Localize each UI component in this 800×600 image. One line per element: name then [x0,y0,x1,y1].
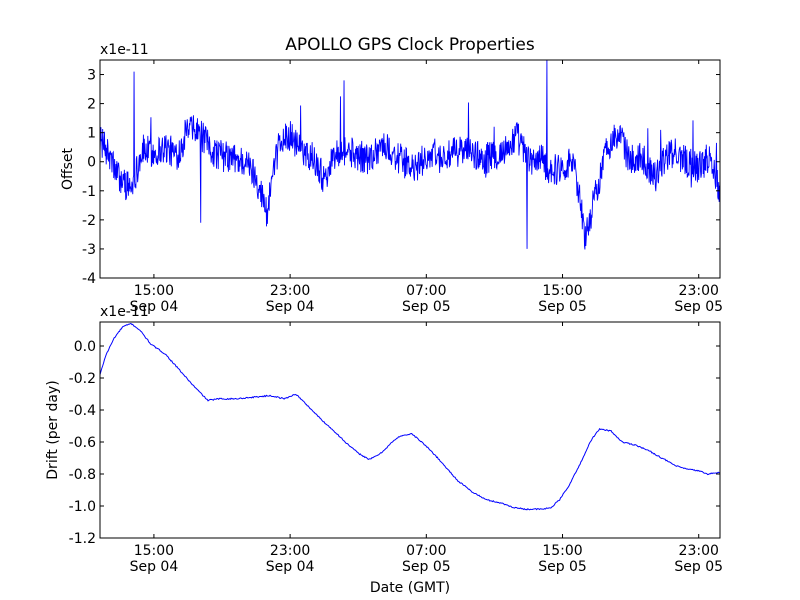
y-axis-title: Offset [60,147,76,190]
y-tick-label: 0 [87,155,96,171]
x-tick-label-time: 23:00 [679,543,719,559]
x-tick-label-date: Sep 05 [674,559,723,575]
x-tick-label-time: 15:00 [134,283,174,299]
y-offset-text: x1e-11 [100,304,149,320]
x-tick-label-date: Sep 05 [402,559,451,575]
y-tick-label: -1 [82,184,96,200]
y-tick-label: -0.8 [69,467,96,483]
plot-area [100,322,720,538]
x-tick-label-date: Sep 04 [130,299,179,315]
y-tick-label: 1 [87,126,96,142]
plot-frame [99,59,721,279]
y-tick-label: 2 [87,97,96,113]
x-tick-label-date: Sep 05 [538,559,587,575]
y-tick-label: -0.2 [69,371,96,387]
x-tick-label-time: 23:00 [270,283,310,299]
y-offset-text: x1e-11 [100,42,149,58]
x-tick-label-date: Sep 05 [674,299,723,315]
x-tick-label-time: 23:00 [679,283,719,299]
y-tick-label: -1.2 [69,531,96,547]
x-tick-label-time: 07:00 [406,543,446,559]
drift-series-line [100,323,720,511]
offset-series-line [100,60,720,250]
x-tick-label-time: 15:00 [542,283,582,299]
y-tick-label: -0.4 [69,403,96,419]
y-tick-label: -3 [82,242,96,258]
x-tick-label-time: 07:00 [406,283,446,299]
y-tick-label: 3 [87,68,96,84]
x-tick-label-date: Sep 05 [538,299,587,315]
x-tick-label-time: 15:00 [542,543,582,559]
x-axis-title: Date (GMT) [370,580,450,596]
y-tick-label: -0.6 [69,435,96,451]
x-tick-label-date: Sep 04 [266,559,315,575]
y-tick-label: 0.0 [74,339,96,355]
chart-title: APOLLO GPS Clock Properties [285,35,535,55]
x-tick-label-date: Sep 05 [402,299,451,315]
x-tick-label-date: Sep 04 [130,559,179,575]
x-tick-label-time: 15:00 [134,543,174,559]
y-tick-label: -2 [82,213,96,229]
x-tick-label-date: Sep 04 [266,299,315,315]
y-tick-label: -1.0 [69,499,96,515]
plot-frame [99,321,721,539]
y-axis-title: Drift (per day) [45,380,61,479]
x-tick-label-time: 23:00 [270,543,310,559]
y-tick-label: -4 [82,271,96,287]
